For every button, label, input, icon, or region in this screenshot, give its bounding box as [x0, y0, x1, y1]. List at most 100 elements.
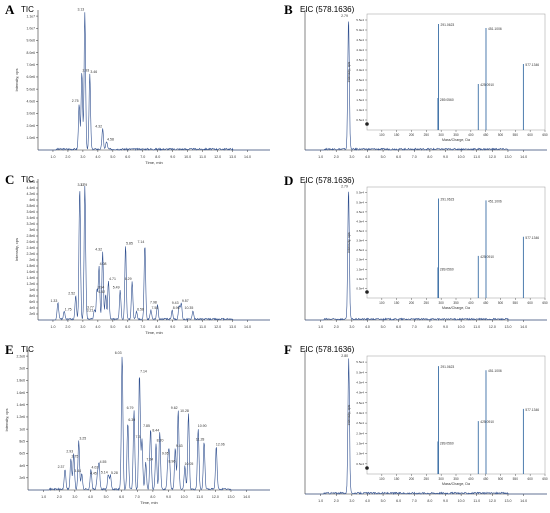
inset-x-tick-label: 650	[542, 477, 548, 481]
chart-c: 1.0 2.0 3.0 4.0 5.0 6.0 7.0 8.0 9.0 10.0 11.0 12.0 1…	[14, 179, 270, 335]
x-tick-label: 4.0	[88, 495, 93, 499]
peak-label: 9.05	[162, 452, 169, 456]
peak-label: 2.75	[72, 455, 79, 459]
peak-label: 4.71	[109, 277, 116, 281]
y-tick-label: 2.0e6	[27, 124, 36, 128]
inset-peak-label: 291.0623	[441, 197, 455, 201]
x-tick-label: 9.0	[443, 325, 448, 329]
peak-label: 8.44	[152, 428, 159, 432]
inset-peak-label: 291.0623	[441, 23, 455, 27]
x-tick-label: 10.0	[458, 155, 465, 159]
x-tick-label: 14.0	[243, 495, 250, 499]
panel-c: C TIC 1.0 2.0 3.0 4.0 5.0 6.0 7.0 8.0 9.0 10.0 11.…	[0, 169, 275, 338]
chart-b: 1.0 2.0 3.0 4.0 5.0 6.0 7.0 8.0 9.0 10.0 11.0 12.0 1…	[304, 10, 548, 159]
peak-label: 2.80	[341, 354, 348, 358]
panel-a: A TIC 1.0 2.0 3.0 4.0 5.0 6.0 7.0 8.0 9.0 10.0 11.…	[0, 0, 275, 169]
inset-x-axis-label: Mass/Charge, Da	[442, 138, 470, 142]
peak-label: 1.75	[65, 308, 72, 312]
peak-label: 4.55	[100, 460, 107, 464]
y-tick-label: 3.4e6	[27, 216, 36, 220]
x-tick-label: 10.0	[458, 325, 465, 329]
peak-label: 6.79	[127, 406, 134, 410]
x-tick-label: 8.0	[155, 325, 160, 329]
peak-label: 3.25	[79, 436, 86, 440]
peak-label: 3.44	[74, 469, 81, 473]
x-tick-label: 11.0	[199, 155, 206, 159]
x-tick-label: 4.0	[95, 155, 100, 159]
peak-label: 6.03	[115, 351, 122, 355]
y-tick-label: 1.2e6	[27, 282, 36, 286]
peak-label: 5.49	[113, 286, 120, 290]
y-axis-label: Intensity, cps	[14, 238, 19, 261]
inset-y-tick-label: 5.5e4	[356, 360, 364, 364]
inset-x-tick-label: 500	[498, 133, 504, 137]
inset-y-tick-label: 2.0e4	[356, 258, 364, 262]
inset-peak-label: 289.0560	[440, 441, 454, 445]
inset-x-tick-label: 550	[513, 477, 519, 481]
x-tick-label: 3.0	[349, 325, 354, 329]
x-tick-label: 6.0	[396, 155, 401, 159]
series-line	[38, 12, 270, 151]
peak-label: 9.57	[182, 299, 189, 303]
y-tick-label: 1.8e6	[17, 379, 26, 383]
x-tick-label: 1.0	[318, 499, 323, 503]
inset-x-tick-label: 450	[483, 477, 489, 481]
inset-frame	[366, 355, 546, 475]
x-tick-label: 10.0	[458, 499, 465, 503]
peak-label: 7.3	[136, 435, 141, 439]
x-tick-label: 13.0	[504, 499, 511, 503]
inset-marker	[365, 466, 369, 470]
x-tick-label: 5.0	[381, 155, 386, 159]
x-tick-label: 7.0	[140, 155, 145, 159]
inset-peak-label: 577.1346	[525, 236, 539, 240]
inset-peak-label: 451.1006	[488, 369, 502, 373]
inset-x-tick-label: 300	[439, 133, 445, 137]
peak-label: 2.52	[68, 292, 75, 296]
y-axis-label: Intensity, cps	[14, 68, 19, 91]
x-tick-label: 9.0	[170, 155, 175, 159]
peak-label: 12.06	[216, 442, 225, 446]
inset-y-tick-label: 4.5e4	[356, 38, 364, 42]
x-tick-label: 11.0	[473, 325, 480, 329]
inset-y-tick-label: 4.0e4	[356, 391, 364, 395]
x-tick-label: 3.0	[72, 495, 77, 499]
x-tick-label: 2.0	[334, 155, 339, 159]
inset-y-tick-label: 4.5e4	[356, 210, 364, 214]
inset-y-tick-label: 2.0e4	[356, 431, 364, 435]
inset-y-tick-label: 3.0e4	[356, 68, 364, 72]
x-tick-label: 1.0	[318, 325, 323, 329]
inset-x-tick-label: 100	[379, 477, 385, 481]
peak-label: 10.35	[185, 306, 194, 310]
x-tick-label: 6.0	[125, 155, 130, 159]
inset-x-tick-label: 550	[513, 301, 519, 305]
inset-x-tick-label: 400	[468, 477, 474, 481]
chart-f: 1.0 2.0 3.0 4.0 5.0 6.0 7.0 8.0 9.0 10.0 11.0 12.0 1…	[304, 350, 548, 503]
y-tick-label: 1.2e6	[17, 415, 26, 419]
peak-label: 6.29	[125, 277, 132, 281]
y-tick-label: 9.0e6	[27, 39, 36, 43]
x-tick-label: 12.0	[489, 325, 496, 329]
inset-y-tick-label: 2.5e4	[356, 78, 364, 82]
series-line	[305, 358, 547, 495]
inset-x-tick-label: 200	[409, 301, 415, 305]
panel-b: B EIC (578.1636) 1.0 2.0 3.0 4.0 5.0 6.0 7.0 8.…	[275, 0, 550, 169]
inset-x-axis-label: Mass/Charge, Da	[442, 306, 470, 310]
x-tick-label: 9.0	[443, 499, 448, 503]
panel-letter: C	[5, 172, 15, 187]
y-tick-label: 1.1e7	[27, 14, 36, 18]
panel-title: EIC (578.1636)	[300, 5, 355, 14]
panel-title: TIC	[21, 175, 34, 184]
inset-peak-label: 577.1346	[525, 63, 539, 67]
y-tick-label: 1.8e6	[27, 264, 36, 268]
x-tick-label: 8.0	[427, 155, 432, 159]
y-tick-label: 2.8e6	[27, 234, 36, 238]
inset-x-tick-label: 200	[409, 133, 415, 137]
y-tick-label: 8e5	[19, 440, 25, 444]
x-tick-label: 2.0	[65, 325, 70, 329]
x-axis-label: Time, min	[145, 330, 162, 335]
y-tick-label: 2.2e6	[17, 354, 26, 358]
peak-label: 3.46	[90, 70, 97, 74]
y-tick-label: 3.6e6	[27, 210, 36, 214]
y-tick-label: 2e6	[29, 258, 35, 262]
inset-x-tick-label: 450	[483, 301, 489, 305]
